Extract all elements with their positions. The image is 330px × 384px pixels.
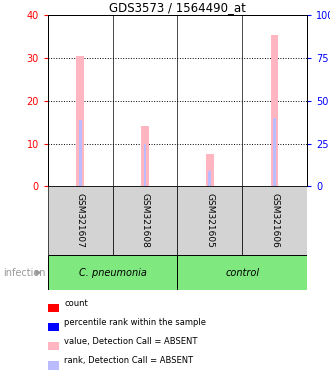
Bar	[271, 35, 279, 186]
Bar	[48, 186, 113, 255]
Bar	[209, 171, 211, 186]
Title: GDS3573 / 1564490_at: GDS3573 / 1564490_at	[109, 1, 246, 14]
Bar	[48, 255, 177, 290]
Bar	[206, 154, 214, 186]
Bar	[141, 126, 149, 186]
Bar	[177, 255, 307, 290]
Text: count: count	[64, 299, 88, 308]
Text: GSM321606: GSM321606	[270, 194, 279, 248]
Text: C. pneumonia: C. pneumonia	[79, 268, 147, 278]
Bar	[144, 144, 146, 186]
Text: rank, Detection Call = ABSENT: rank, Detection Call = ABSENT	[64, 356, 193, 366]
Bar	[76, 56, 84, 186]
Text: GSM321607: GSM321607	[76, 194, 85, 248]
Bar	[273, 118, 276, 186]
Text: control: control	[225, 268, 259, 278]
Text: infection: infection	[3, 268, 46, 278]
Text: percentile rank within the sample: percentile rank within the sample	[64, 318, 206, 327]
Bar	[177, 186, 242, 255]
Bar	[242, 186, 307, 255]
Text: value, Detection Call = ABSENT: value, Detection Call = ABSENT	[64, 337, 198, 346]
Text: GSM321605: GSM321605	[205, 194, 214, 248]
Bar	[79, 120, 82, 186]
Text: GSM321608: GSM321608	[141, 194, 149, 248]
Bar	[113, 186, 177, 255]
